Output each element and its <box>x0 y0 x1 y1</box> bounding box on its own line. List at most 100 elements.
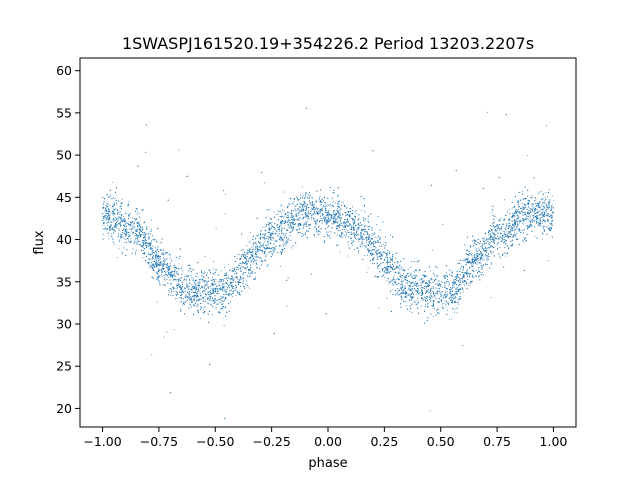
data-point <box>501 236 504 238</box>
data-point <box>161 275 163 278</box>
data-point <box>311 209 313 212</box>
data-point <box>186 282 188 284</box>
data-point <box>118 219 120 221</box>
data-point <box>314 208 316 211</box>
data-point <box>405 300 407 303</box>
data-point <box>478 259 480 261</box>
data-point <box>546 205 548 207</box>
data-point <box>126 234 128 236</box>
data-point <box>374 246 376 248</box>
data-point <box>166 279 168 281</box>
data-point <box>152 255 154 257</box>
data-point <box>119 237 121 239</box>
data-point <box>491 211 493 213</box>
data-point <box>356 238 358 240</box>
data-point <box>178 268 180 270</box>
data-point <box>259 260 261 262</box>
data-point <box>342 228 344 231</box>
data-point <box>356 213 358 215</box>
data-point <box>271 221 273 223</box>
data-point <box>221 298 223 300</box>
data-point <box>133 243 135 245</box>
data-point <box>139 224 141 226</box>
data-point <box>513 219 516 221</box>
data-point <box>347 220 349 222</box>
data-point <box>526 195 529 197</box>
data-point <box>416 276 418 278</box>
data-point <box>118 248 120 250</box>
data-point <box>256 259 258 261</box>
data-point <box>225 278 227 280</box>
data-point <box>523 204 525 206</box>
data-point <box>128 238 130 240</box>
data-point <box>527 209 529 211</box>
data-point <box>389 234 392 236</box>
data-point <box>547 196 549 198</box>
data-point <box>224 306 227 308</box>
data-point <box>342 232 344 234</box>
data-point <box>540 190 542 192</box>
data-point <box>201 275 203 277</box>
data-point <box>347 244 349 246</box>
data-point <box>293 201 295 203</box>
data-point <box>263 251 265 253</box>
data-point <box>210 280 212 282</box>
data-point <box>273 239 275 241</box>
data-point <box>436 287 438 289</box>
data-point <box>535 202 537 204</box>
data-point <box>417 290 419 292</box>
data-point <box>221 284 223 287</box>
data-point <box>195 300 197 302</box>
data-point <box>476 260 478 262</box>
data-point <box>186 276 188 278</box>
data-point <box>468 253 470 255</box>
data-point <box>483 243 485 245</box>
data-point <box>203 285 206 287</box>
data-point <box>410 267 412 269</box>
data-point <box>170 294 172 296</box>
data-point <box>141 209 143 211</box>
data-point <box>164 252 166 254</box>
data-point <box>316 219 318 221</box>
data-point <box>534 235 536 237</box>
data-point <box>315 228 317 230</box>
data-point <box>453 286 455 288</box>
data-point <box>200 317 202 319</box>
data-point <box>530 197 532 199</box>
data-point <box>473 269 475 271</box>
data-point <box>371 262 373 264</box>
data-point <box>298 215 300 217</box>
data-point <box>148 252 150 254</box>
data-point <box>475 249 477 251</box>
data-point <box>481 245 483 247</box>
data-point <box>543 205 545 207</box>
data-point <box>347 230 349 232</box>
data-point <box>241 277 243 279</box>
data-point <box>174 288 176 290</box>
data-point <box>334 214 336 216</box>
data-point <box>212 306 214 308</box>
data-point <box>231 286 233 288</box>
data-point <box>326 226 328 228</box>
data-point <box>197 303 199 305</box>
data-point <box>308 198 310 200</box>
data-point <box>385 267 388 270</box>
data-point <box>218 293 220 295</box>
data-point <box>150 219 152 221</box>
data-point <box>359 244 361 246</box>
data-point <box>225 194 227 196</box>
data-point <box>221 300 223 303</box>
data-point <box>330 231 332 233</box>
data-point <box>230 289 232 291</box>
data-point <box>491 252 493 254</box>
data-point <box>163 261 166 263</box>
data-point <box>163 336 165 338</box>
data-point <box>481 267 483 269</box>
data-point <box>316 231 318 233</box>
data-point <box>214 273 216 275</box>
data-point <box>417 299 419 301</box>
data-point <box>517 209 519 211</box>
data-point <box>285 243 287 245</box>
data-point <box>249 288 251 290</box>
data-point <box>509 231 511 233</box>
